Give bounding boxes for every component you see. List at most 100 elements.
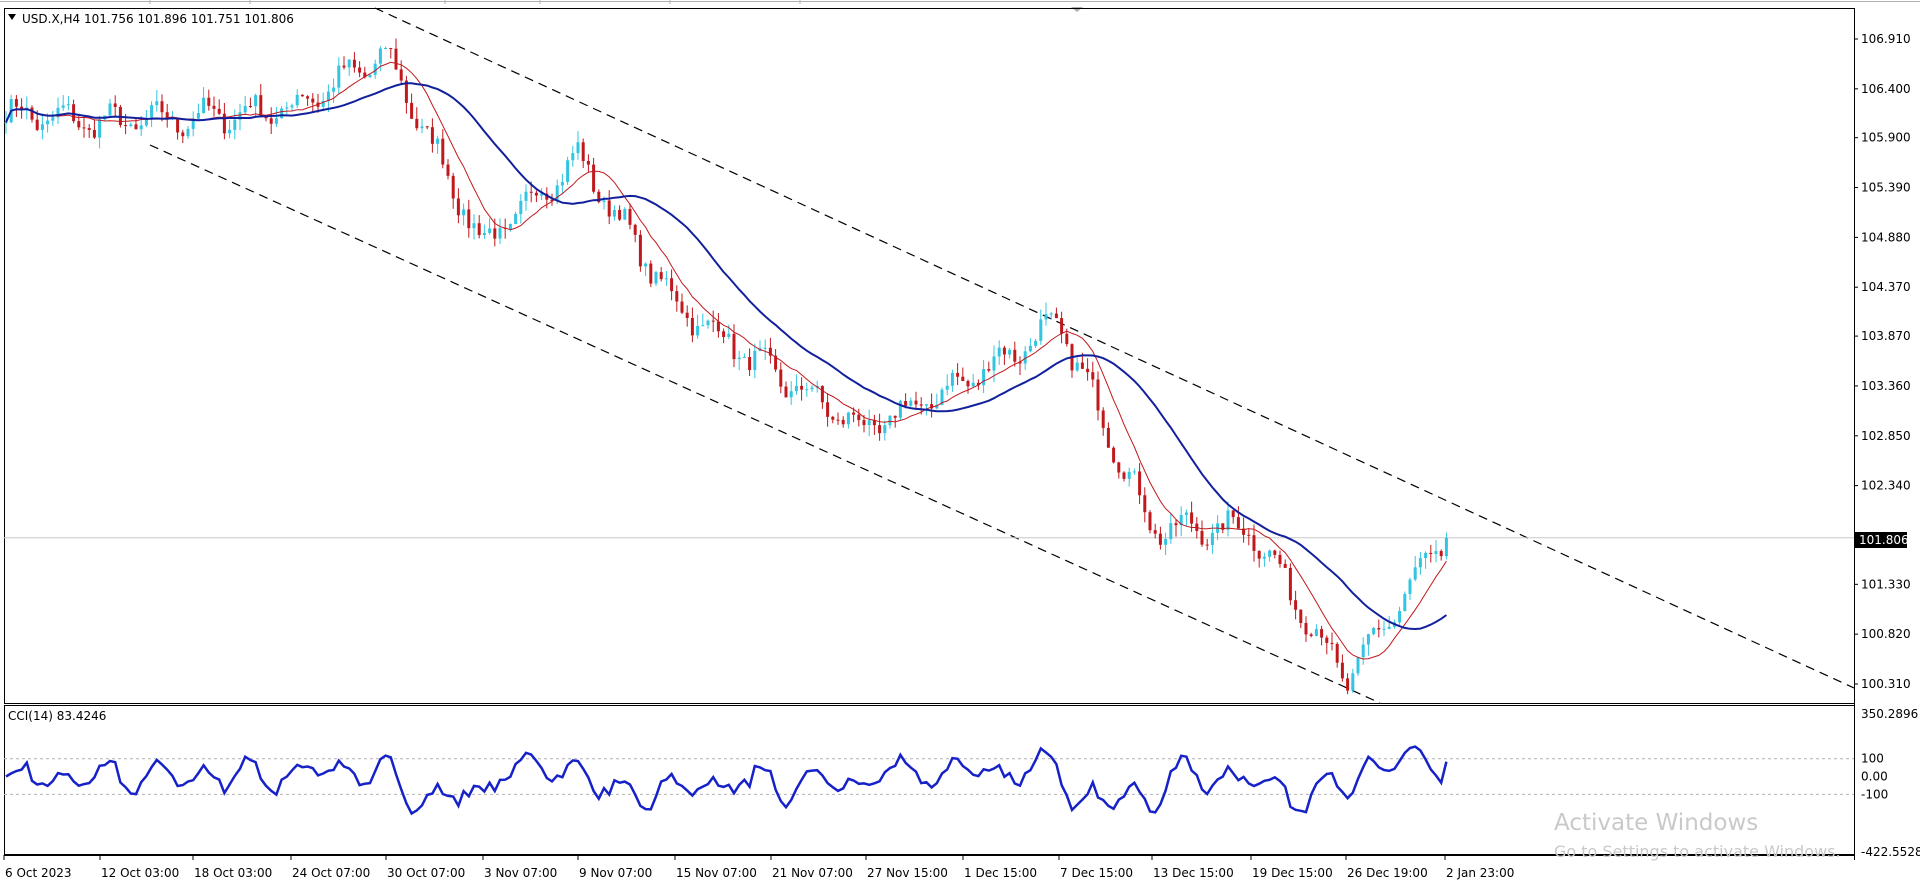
time-axis-label: 12 Oct 03:00 <box>101 866 179 880</box>
cci-scale-label: 100 <box>1861 752 1884 766</box>
candle-body <box>144 118 148 126</box>
candle-body <box>950 372 954 386</box>
candle-body <box>1262 556 1266 559</box>
candle-body <box>1018 361 1022 364</box>
candle-body <box>768 347 772 356</box>
candle-body <box>1361 644 1365 658</box>
candle-body <box>867 420 871 426</box>
candle-body <box>155 101 159 106</box>
candle-body <box>883 425 887 434</box>
candle-body <box>254 95 258 107</box>
candle-body <box>420 126 424 129</box>
candle-body <box>1252 535 1256 551</box>
candle-body <box>1122 472 1126 479</box>
price-scale-label: 103.870 <box>1861 329 1911 343</box>
activate-windows-subtitle: Go to Settings to activate Windows. <box>1554 842 1841 861</box>
candle-body <box>228 129 232 134</box>
candle-body <box>690 317 694 336</box>
candle-body <box>846 412 850 425</box>
candle-body <box>1424 552 1428 559</box>
candle-body <box>748 356 752 371</box>
candle-body <box>72 104 76 122</box>
candle-body <box>404 80 408 103</box>
candle-body <box>1106 427 1110 448</box>
candle-body <box>857 414 861 421</box>
candle-body <box>670 278 674 292</box>
candle-body <box>800 385 804 390</box>
candle-body <box>181 132 185 137</box>
candle-body <box>280 108 284 119</box>
candle-body <box>129 124 133 126</box>
channel-trendline-1[interactable] <box>374 7 1855 689</box>
candle-body <box>415 118 419 129</box>
price-scale-label: 102.340 <box>1861 479 1911 493</box>
candle-body <box>384 47 388 49</box>
candle-body <box>1325 637 1329 643</box>
candle-body <box>1143 495 1147 513</box>
candle-body <box>482 232 486 236</box>
candle-body <box>971 382 975 387</box>
candle-body <box>108 103 112 116</box>
candle-body <box>1418 558 1422 568</box>
candle-body <box>1174 523 1178 526</box>
candle-body <box>456 198 460 216</box>
candle-body <box>675 291 679 302</box>
candle-body <box>441 138 445 165</box>
candle-body <box>1112 447 1116 463</box>
candle-body <box>1299 609 1303 623</box>
candle-body <box>696 325 700 336</box>
candle-body <box>997 347 1001 357</box>
candle-body <box>477 223 481 236</box>
candle-body <box>82 127 86 129</box>
price-scale-label: 100.310 <box>1861 677 1911 691</box>
triangle-down-icon[interactable] <box>8 14 16 20</box>
candle-body <box>924 404 928 406</box>
candle-body <box>654 272 658 284</box>
candle-body <box>1434 551 1438 555</box>
candle-body <box>1023 351 1027 364</box>
candle-body <box>1351 673 1355 691</box>
candle-body <box>40 124 44 130</box>
price-scale-label: 105.900 <box>1861 131 1911 145</box>
candle-body <box>1231 510 1235 518</box>
price-scale-label: 105.390 <box>1861 181 1911 195</box>
candle-body <box>1413 567 1417 580</box>
candle-body <box>732 333 736 360</box>
candle-body <box>1403 593 1407 612</box>
candle-body <box>436 138 440 144</box>
candle-body <box>1091 372 1095 380</box>
candle-body <box>945 385 949 390</box>
candle-body <box>66 104 70 106</box>
candle-body <box>519 200 523 215</box>
candle-body <box>77 121 81 128</box>
time-axis-label: 13 Dec 15:00 <box>1153 866 1234 880</box>
candle-body <box>878 425 882 434</box>
candle-body <box>238 112 242 120</box>
candle-body <box>1444 537 1448 557</box>
candle-body <box>638 234 642 267</box>
candle-body <box>1044 314 1048 320</box>
fast-moving-average-line <box>5 61 1447 660</box>
candle-body <box>612 209 616 217</box>
candle-body <box>628 208 632 225</box>
candle-body <box>966 380 970 387</box>
candle-body <box>716 321 720 332</box>
candle-body <box>1257 550 1261 559</box>
channel-trendline-2[interactable] <box>149 144 1381 704</box>
candle-body <box>872 420 876 426</box>
candle-body <box>794 385 798 392</box>
candle-body <box>1340 662 1344 679</box>
candle-body <box>274 118 278 124</box>
candle-body <box>774 355 778 370</box>
candle-body <box>165 112 169 120</box>
time-axis-label: 2 Jan 23:00 <box>1446 866 1514 880</box>
candle-body <box>498 227 502 239</box>
candle-body <box>1075 362 1079 371</box>
candle-body <box>1190 512 1194 524</box>
candle-body <box>841 419 845 425</box>
candle-body <box>259 95 263 117</box>
candle-body <box>737 357 741 360</box>
candle-body <box>1039 319 1043 341</box>
current-price-tag: 101.806 <box>1855 532 1909 548</box>
